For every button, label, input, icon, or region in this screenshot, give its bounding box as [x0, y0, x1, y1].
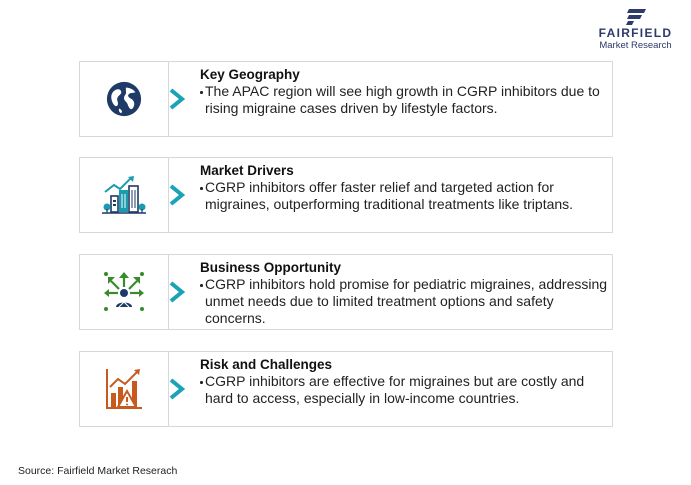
- card-text: Key Geography The APAC region will see h…: [200, 66, 608, 117]
- fairfield-logo: FAIRFIELD Market Research: [588, 8, 683, 51]
- card-business-opportunity: Business Opportunity CGRP inhibitors hol…: [79, 254, 613, 330]
- source-note: Source: Fairfield Market Reserach: [18, 465, 178, 477]
- card-body: CGRP inhibitors are effective for migrai…: [200, 373, 608, 407]
- card-title: Business Opportunity: [200, 260, 342, 275]
- fairfield-logo-icon: [625, 9, 646, 25]
- chevron-right-icon: [169, 378, 186, 400]
- card-body: The APAC region will see high growth in …: [200, 83, 608, 117]
- card-text: Business Opportunity CGRP inhibitors hol…: [200, 259, 608, 327]
- risk-chart-icon: [106, 369, 142, 409]
- card-title: Risk and Challenges: [200, 357, 333, 372]
- logo-name: FAIRFIELD: [598, 26, 673, 40]
- card-text: Market Drivers CGRP inhibitors offer fas…: [200, 162, 608, 213]
- card-title: Key Geography: [200, 67, 300, 82]
- card-risk-and-challenges: Risk and Challenges CGRP inhibitors are …: [79, 351, 613, 427]
- card-icon-area: [80, 158, 169, 232]
- chevron-right-icon: [169, 88, 186, 110]
- globe-icon: [106, 81, 142, 117]
- logo-subtitle: Market Research: [599, 40, 672, 51]
- card-icon-area: [80, 255, 169, 329]
- card-title: Market Drivers: [200, 163, 294, 178]
- chevron-right-icon: [169, 184, 186, 206]
- chevron-right-icon: [169, 281, 186, 303]
- city-growth-icon: [102, 176, 146, 214]
- card-market-drivers: Market Drivers CGRP inhibitors offer fas…: [79, 157, 613, 233]
- card-key-geography: Key Geography The APAC region will see h…: [79, 61, 613, 137]
- card-icon-area: [80, 352, 169, 426]
- card-body: CGRP inhibitors hold promise for pediatr…: [200, 276, 608, 327]
- card-text: Risk and Challenges CGRP inhibitors are …: [200, 356, 608, 407]
- card-body: CGRP inhibitors offer faster relief and …: [200, 179, 608, 213]
- card-icon-area: [80, 62, 169, 136]
- expansion-arrows-icon: [104, 272, 144, 311]
